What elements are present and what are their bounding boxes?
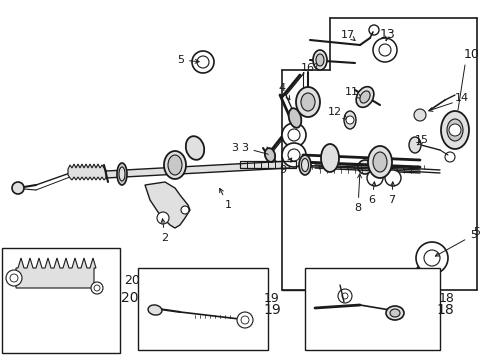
Ellipse shape — [408, 137, 420, 153]
Text: 3: 3 — [241, 143, 268, 154]
Ellipse shape — [148, 305, 162, 315]
Ellipse shape — [163, 151, 185, 179]
Circle shape — [415, 242, 447, 274]
Ellipse shape — [168, 155, 182, 175]
Ellipse shape — [359, 91, 369, 103]
Circle shape — [157, 212, 169, 224]
Text: 8: 8 — [354, 174, 361, 213]
Bar — [2, 248, 120, 353]
Ellipse shape — [315, 54, 324, 66]
Ellipse shape — [385, 306, 403, 320]
Circle shape — [282, 123, 305, 147]
Ellipse shape — [320, 144, 338, 172]
Circle shape — [237, 312, 252, 328]
Circle shape — [423, 250, 439, 266]
Circle shape — [6, 270, 22, 286]
Text: 18: 18 — [438, 292, 454, 305]
Circle shape — [384, 170, 400, 186]
Polygon shape — [106, 161, 289, 178]
Circle shape — [197, 56, 208, 68]
Circle shape — [357, 160, 371, 174]
Ellipse shape — [440, 111, 468, 149]
Ellipse shape — [295, 87, 319, 117]
Text: 19: 19 — [263, 303, 280, 317]
Bar — [138, 268, 267, 350]
Ellipse shape — [301, 93, 314, 111]
Ellipse shape — [367, 146, 391, 178]
Bar — [305, 268, 439, 350]
Ellipse shape — [264, 148, 275, 162]
Text: 17: 17 — [340, 30, 354, 40]
Ellipse shape — [312, 50, 326, 70]
Text: 1: 1 — [219, 188, 231, 210]
Circle shape — [282, 143, 305, 167]
Circle shape — [287, 129, 299, 141]
Polygon shape — [16, 258, 96, 288]
Circle shape — [413, 109, 425, 121]
Text: 6: 6 — [368, 182, 375, 205]
Text: 15: 15 — [414, 135, 428, 145]
Ellipse shape — [301, 158, 308, 171]
Text: 3: 3 — [231, 143, 238, 153]
Text: 10: 10 — [463, 49, 479, 62]
Text: 18: 18 — [435, 303, 453, 317]
Text: 4: 4 — [278, 83, 289, 100]
Text: 7: 7 — [387, 182, 395, 205]
Text: 5: 5 — [472, 227, 480, 237]
Bar — [240, 161, 295, 168]
Circle shape — [94, 285, 100, 291]
Text: 13: 13 — [379, 28, 395, 41]
Text: 12: 12 — [327, 107, 342, 117]
Circle shape — [181, 206, 189, 214]
Polygon shape — [68, 164, 106, 180]
Circle shape — [372, 38, 396, 62]
Circle shape — [192, 51, 214, 73]
Ellipse shape — [446, 119, 462, 141]
Ellipse shape — [119, 167, 125, 181]
Circle shape — [378, 44, 390, 56]
Circle shape — [91, 282, 103, 294]
Circle shape — [12, 182, 24, 194]
Ellipse shape — [355, 87, 373, 107]
Text: 16: 16 — [301, 63, 314, 73]
Text: 5: 5 — [177, 55, 199, 65]
Text: 19: 19 — [264, 292, 279, 305]
Ellipse shape — [288, 108, 301, 128]
Text: 20: 20 — [121, 291, 139, 305]
Text: 14: 14 — [454, 93, 468, 103]
Ellipse shape — [117, 163, 127, 185]
Polygon shape — [145, 182, 190, 228]
Ellipse shape — [343, 111, 355, 129]
Circle shape — [366, 170, 382, 186]
Ellipse shape — [372, 152, 386, 172]
Ellipse shape — [185, 136, 204, 160]
Ellipse shape — [298, 155, 310, 175]
Text: 9: 9 — [279, 158, 291, 175]
Circle shape — [241, 316, 248, 324]
Circle shape — [346, 116, 353, 124]
Circle shape — [341, 293, 347, 299]
Text: 20: 20 — [124, 274, 140, 287]
Circle shape — [337, 289, 351, 303]
Text: 5: 5 — [434, 230, 476, 256]
Circle shape — [10, 274, 18, 282]
Circle shape — [287, 149, 299, 161]
Text: 11: 11 — [345, 87, 358, 97]
Text: 2: 2 — [161, 219, 168, 243]
Circle shape — [448, 124, 460, 136]
Ellipse shape — [389, 309, 399, 317]
